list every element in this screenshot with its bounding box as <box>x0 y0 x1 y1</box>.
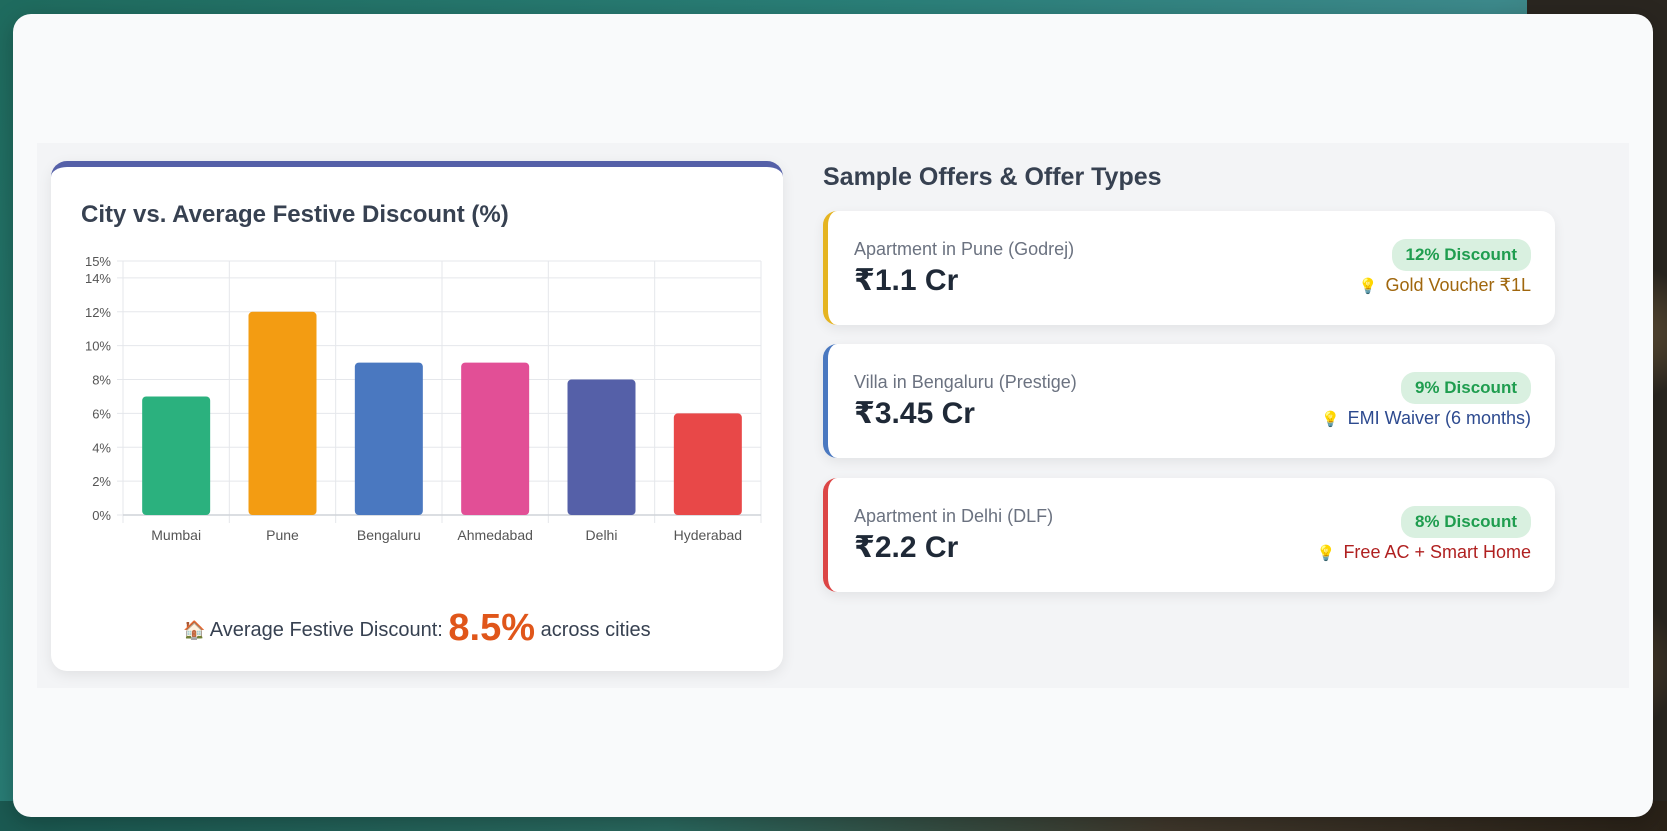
average-summary: 🏠 Average Festive Discount: 8.5% across c… <box>51 607 783 650</box>
main-window: City vs. Average Festive Discount (%) 0%… <box>13 14 1653 817</box>
offer-perk: 💡 Free AC + Smart Home <box>1317 542 1531 563</box>
bar-hyderabad <box>673 413 742 515</box>
offer-price: ₹3.45 Cr <box>854 397 975 430</box>
bar-mumbai <box>142 396 211 515</box>
offers-title: Sample Offers & Offer Types <box>823 163 1162 191</box>
offer-perk: 💡 EMI Waiver (6 months) <box>1321 408 1531 429</box>
y-tick-label: 6% <box>92 406 111 421</box>
offer-perk-text: EMI Waiver (6 months) <box>1347 408 1531 428</box>
chart-card: City vs. Average Festive Discount (%) 0%… <box>51 161 783 671</box>
offer-price: ₹1.1 Cr <box>854 264 959 297</box>
offer-price: ₹2.2 Cr <box>854 531 959 564</box>
x-tick-label: Pune <box>266 527 299 543</box>
offer-perk: 💡 Gold Voucher ₹1L <box>1359 275 1531 296</box>
x-tick-label: Delhi <box>586 527 618 543</box>
offer-card-bengaluru[interactable]: Villa in Bengaluru (Prestige) ₹3.45 Cr 9… <box>823 344 1555 458</box>
x-tick-label: Bengaluru <box>357 527 421 543</box>
discount-badge: 9% Discount <box>1400 372 1531 404</box>
x-tick-label: Ahmedabad <box>457 527 533 543</box>
average-prefix: Average Festive Discount: <box>209 619 443 641</box>
house-icon: 🏠 <box>183 620 206 640</box>
discount-badge: 12% Discount <box>1391 239 1531 271</box>
bulb-icon: 💡 <box>1358 278 1378 295</box>
average-value: 8.5% <box>448 607 536 649</box>
bulb-icon: 💡 <box>1320 411 1340 428</box>
y-tick-label: 4% <box>92 440 111 455</box>
content-section: City vs. Average Festive Discount (%) 0%… <box>37 143 1629 688</box>
offer-name: Villa in Bengaluru (Prestige) <box>854 372 1077 392</box>
bar-ahmedabad <box>461 362 530 515</box>
bar-delhi <box>567 379 636 515</box>
chart-title: City vs. Average Festive Discount (%) <box>81 201 509 228</box>
discount-badge: 8% Discount <box>1400 506 1531 538</box>
bar-pune <box>248 311 317 515</box>
average-suffix: across cities <box>540 619 651 641</box>
y-tick-label: 10% <box>85 339 111 354</box>
y-tick-label: 12% <box>85 305 111 320</box>
y-tick-label: 8% <box>92 373 111 388</box>
bar-bengaluru <box>354 362 423 515</box>
offer-card-delhi[interactable]: Apartment in Delhi (DLF) ₹2.2 Cr 8% Disc… <box>823 478 1555 592</box>
bulb-icon: 💡 <box>1316 545 1336 562</box>
offer-perk-text: Gold Voucher ₹1L <box>1385 275 1531 295</box>
y-tick-label: 2% <box>92 474 111 489</box>
offer-name: Apartment in Delhi (DLF) <box>854 506 1054 526</box>
offer-name: Apartment in Pune (Godrej) <box>854 239 1075 259</box>
x-tick-label: Mumbai <box>151 527 201 543</box>
bar-chart: 0% 2% 4% 6% 8% 10% 12% 14% 15% Mumbai Pune Bengalur… <box>85 254 762 543</box>
y-tick-label: 14% <box>85 271 111 286</box>
x-tick-label: Hyderabad <box>674 527 743 543</box>
y-tick-label: 15% <box>85 254 111 269</box>
offer-card-pune[interactable]: Apartment in Pune (Godrej) ₹1.1 Cr 12% D… <box>823 211 1555 325</box>
y-tick-label: 0% <box>92 508 111 523</box>
offer-perk-text: Free AC + Smart Home <box>1343 542 1531 562</box>
